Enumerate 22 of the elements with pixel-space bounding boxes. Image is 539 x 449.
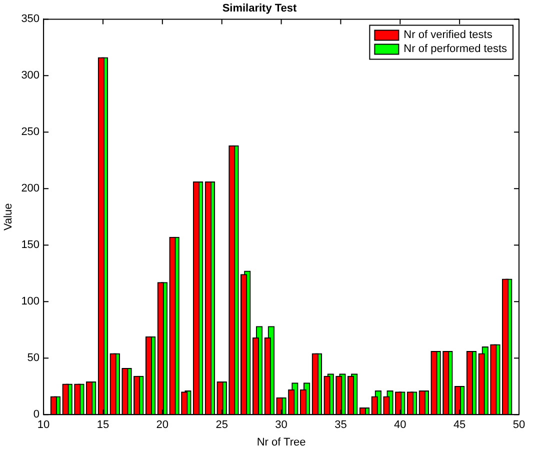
y-axis-title: Value [2, 203, 15, 231]
x-tick-label: 20 [156, 419, 169, 432]
x-tick-label: 50 [512, 419, 526, 432]
x-tick-label: 35 [334, 419, 347, 432]
x-tick-label: 15 [96, 419, 110, 432]
y-tick-label: 250 [21, 126, 40, 138]
y-tick-label: 300 [21, 70, 40, 82]
x-tick-label: 40 [394, 419, 406, 432]
x-tick-label: 30 [275, 419, 288, 432]
legend-label: Nr of verified tests [404, 29, 493, 42]
chart-title: Similarity Test [222, 2, 298, 15]
y-tick-label: 100 [21, 296, 40, 308]
x-tick-label: 45 [453, 419, 466, 432]
x-tick-label: 10 [37, 419, 50, 432]
y-tick-label: 0 [33, 408, 40, 421]
y-tick-label: 150 [21, 239, 40, 252]
legend-label: Nr of performed tests [404, 43, 508, 56]
x-tick-label: 25 [216, 419, 228, 432]
y-tick-label: 50 [27, 352, 40, 364]
y-tick-label: 350 [21, 13, 40, 26]
x-axis-title: Nr of Tree [256, 436, 306, 448]
y-tick-label: 200 [21, 182, 40, 195]
